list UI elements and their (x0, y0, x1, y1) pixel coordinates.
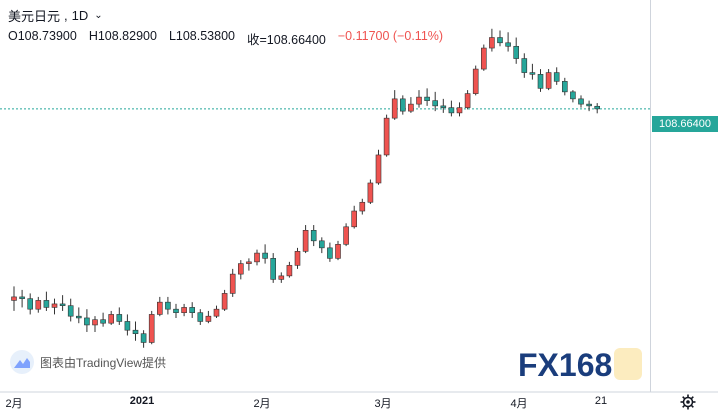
candle-up[interactable] (480, 47, 487, 70)
candle-up[interactable] (229, 273, 236, 294)
candle-down[interactable] (570, 91, 576, 100)
candle-up[interactable] (408, 103, 414, 112)
candle-down[interactable] (424, 96, 430, 101)
candle-down[interactable] (67, 305, 74, 317)
candle-down[interactable] (43, 300, 50, 308)
candle-up[interactable] (343, 226, 349, 245)
candle-up[interactable] (157, 301, 163, 315)
tradingview-attribution[interactable]: 图表由TradingView提供 (10, 350, 166, 374)
candle-down[interactable] (578, 98, 584, 105)
candle-down[interactable] (100, 319, 106, 324)
candle-down[interactable] (19, 296, 25, 299)
fx168-logo-text: FX168 (518, 347, 612, 382)
price-axis[interactable] (650, 0, 651, 392)
low-value: L108.53800 (168, 29, 235, 43)
x-tick-label: 4月 (510, 398, 528, 410)
candle-up[interactable] (286, 265, 293, 277)
candle-down[interactable] (270, 258, 277, 280)
candle-down[interactable] (76, 315, 82, 319)
current-price-label: 108.66400 (652, 116, 718, 132)
candle-up[interactable] (383, 117, 390, 156)
candle-up[interactable] (11, 296, 17, 301)
candle-down[interactable] (497, 37, 503, 44)
candle-up[interactable] (278, 275, 285, 280)
candle-up[interactable] (375, 154, 382, 184)
x-tick-label: 2月 (5, 398, 23, 410)
candle-up[interactable] (367, 182, 374, 203)
candle-up[interactable] (416, 96, 422, 105)
candle-down[interactable] (537, 74, 544, 89)
candle-up[interactable] (545, 72, 552, 89)
candle-down[interactable] (448, 107, 455, 114)
candle-up[interactable] (456, 107, 463, 114)
candle-up[interactable] (35, 300, 42, 310)
candle-up[interactable] (254, 252, 260, 263)
candle-up[interactable] (464, 93, 471, 108)
candle-down[interactable] (399, 98, 406, 112)
candle-down[interactable] (561, 81, 568, 93)
candle-down[interactable] (197, 312, 204, 322)
gear-icon[interactable] (680, 394, 696, 410)
candle-down[interactable] (594, 105, 601, 110)
candle-down[interactable] (586, 103, 592, 107)
candle-down[interactable] (165, 301, 171, 310)
candle-down[interactable] (310, 230, 317, 242)
candle-up[interactable] (359, 201, 366, 212)
x-tick-label: 2021 (129, 395, 155, 407)
candle-down[interactable] (173, 308, 179, 313)
candle-up[interactable] (472, 68, 479, 94)
change-value: −0.11700 (−0.11%) (337, 29, 444, 43)
candle-up[interactable] (351, 210, 358, 228)
x-tick-label: 3月 (374, 398, 392, 410)
candle-up[interactable] (51, 303, 58, 308)
high-value: H108.82900 (88, 29, 157, 43)
candle-up[interactable] (489, 37, 495, 49)
candle-down[interactable] (116, 314, 123, 322)
candle-up[interactable] (294, 251, 301, 266)
candle-up[interactable] (181, 307, 187, 313)
candle-down[interactable] (327, 247, 333, 259)
tradingview-text: 图表由TradingView提供 (40, 355, 167, 370)
candle-up[interactable] (92, 319, 98, 326)
candle-down[interactable] (318, 240, 325, 249)
candle-down[interactable] (189, 307, 195, 313)
candle-down[interactable] (505, 42, 511, 47)
candle-down[interactable] (59, 303, 66, 306)
candle-down[interactable] (132, 329, 139, 335)
candle-down[interactable] (553, 72, 560, 82)
candle-down[interactable] (84, 317, 90, 326)
candle-up[interactable] (238, 263, 244, 275)
candle-up[interactable] (221, 293, 228, 310)
candle-up[interactable] (335, 244, 341, 259)
open-value: O108.73900 (8, 29, 77, 43)
candle-down[interactable] (529, 72, 536, 75)
x-tick-label: 2月 (253, 398, 271, 410)
fx168-logo: FX168 (518, 346, 644, 383)
candle-down[interactable] (140, 333, 147, 343)
candle-down[interactable] (513, 45, 520, 59)
candle-down[interactable] (432, 100, 439, 107)
timeframe-label[interactable]: 1D (71, 8, 89, 23)
chevron-down-icon[interactable]: ⌄ (94, 10, 103, 21)
candle-up[interactable] (213, 308, 220, 317)
chart-header: 美元日元, 1D ⌄ O108.73900 H108.82900 L108.53… (8, 8, 444, 47)
candle-up[interactable] (205, 315, 212, 322)
close-value: 收=108.66400 (246, 33, 326, 47)
symbol-label[interactable]: 美元日元 (8, 9, 61, 24)
candle-up[interactable] (391, 98, 398, 119)
candle-down[interactable] (521, 58, 528, 73)
x-axis-labels: 2月 2021 2月 3月 4月 21 (0, 395, 650, 411)
candle-down[interactable] (124, 321, 131, 331)
tradingview-logo-icon (10, 350, 34, 374)
candle-up[interactable] (246, 261, 252, 264)
candle-down[interactable] (440, 105, 447, 108)
candle-up[interactable] (148, 314, 155, 343)
candle-up[interactable] (108, 314, 114, 324)
candle-down[interactable] (262, 252, 268, 259)
candle-up[interactable] (302, 230, 309, 252)
candle-down[interactable] (27, 298, 34, 310)
x-tick-label: 21 (594, 395, 608, 407)
